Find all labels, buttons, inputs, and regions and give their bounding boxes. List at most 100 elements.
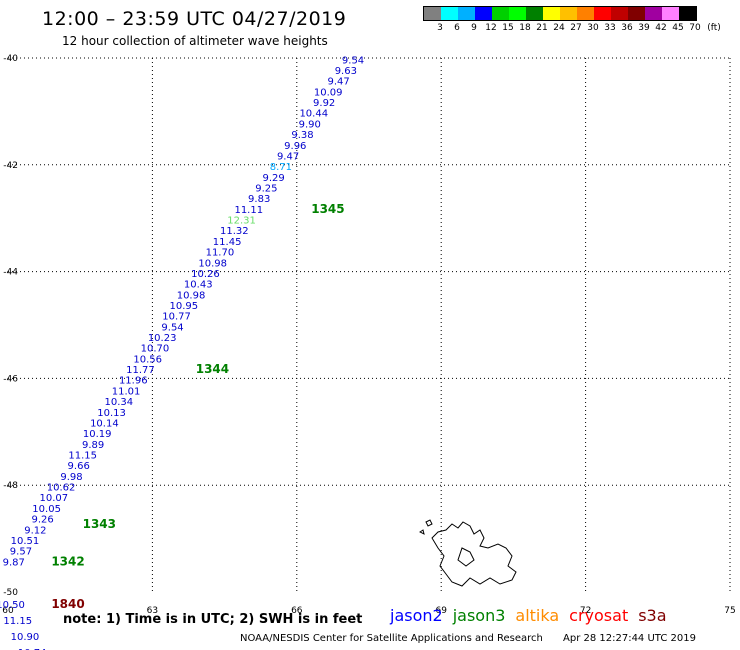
wave-height-value: 11.77	[126, 365, 155, 376]
colorbar-swatch	[662, 7, 679, 20]
latitude-tick-label: -42	[3, 161, 18, 171]
wave-height-value: 9.25	[255, 184, 277, 195]
colorbar-label: 33	[604, 23, 616, 33]
credit-text: NOAA/NESDIS Center for Satellite Applica…	[240, 633, 543, 644]
latitude-tick-label: -46	[3, 374, 18, 384]
colorbar-swatch	[645, 7, 662, 20]
colorbar-swatch	[679, 7, 696, 20]
wave-height-value: 10.56	[133, 354, 162, 365]
wave-height-value: 10.19	[83, 429, 112, 440]
wave-height-value: 9.47	[327, 77, 349, 88]
wave-height-value: 9.29	[263, 173, 285, 184]
pass-time-labels: 1345 1344 1343 1342 1840	[51, 202, 344, 611]
wave-height-value: 11.70	[206, 248, 235, 259]
wave-height-value: 9.47	[277, 151, 299, 162]
map-ticks: 60 63 66 69 72 75 -40 -42 -44 -46 -48 -50	[2, 54, 735, 616]
colorbar-label: 39	[638, 23, 650, 33]
colorbar-swatches	[423, 6, 697, 21]
wave-height-value: 9.83	[248, 194, 270, 205]
colorbar-label: 45	[672, 23, 684, 33]
wave-height-value: 10.74	[18, 648, 47, 650]
wave-height-value: 9.54	[342, 55, 364, 66]
colorbar-swatch	[611, 7, 628, 20]
wave-height-value: 10.13	[97, 408, 126, 419]
satellite-legend-jason3: jason3	[452, 606, 506, 625]
wave-height-value: 9.66	[68, 461, 90, 472]
wave-height-value: 10.62	[47, 483, 76, 494]
colorbar-label: 70	[689, 23, 701, 33]
pass-time-label: 1343	[83, 517, 116, 531]
wave-height-value: 10.70	[141, 344, 170, 355]
colorbar-swatch	[458, 7, 475, 20]
colorbar-label: 6	[454, 23, 460, 33]
kerguelen-islet-outline	[419, 519, 475, 567]
wave-height-value: 10.34	[105, 397, 134, 408]
colorbar-swatch	[560, 7, 577, 20]
wave-height-value: 9.12	[24, 525, 46, 536]
wave-height-value: 12.31	[227, 216, 256, 227]
pass-time-label: 1342	[51, 554, 84, 568]
wave-height-value: 9.57	[10, 547, 32, 558]
wave-height-value: 11.45	[213, 237, 242, 248]
wave-height-value: 10.43	[184, 280, 213, 291]
wave-height-value: 8.71	[270, 162, 292, 173]
colorbar-label: 3	[437, 23, 443, 33]
map-title: 12:00 – 23:59 UTC 04/27/2019	[42, 8, 347, 30]
wave-height-value: 10.77	[162, 312, 191, 323]
wave-height-value: 10.14	[90, 418, 119, 429]
colorbar-swatch	[543, 7, 560, 20]
wave-height-value: 10.07	[40, 493, 69, 504]
wave-height-value: 10.95	[169, 301, 198, 312]
wave-height-value: 9.96	[284, 141, 306, 152]
colorbar-swatch	[526, 7, 543, 20]
wave-height-value: 11.01	[112, 386, 141, 397]
colorbar-swatch	[492, 7, 509, 20]
longitude-tick-label: 75	[724, 606, 735, 616]
wave-height-value: 11.15	[68, 451, 97, 462]
colorbar-label: (ft)	[707, 23, 721, 33]
longitude-tick-label: 63	[147, 606, 158, 616]
colorbar-label: 30	[587, 23, 599, 33]
observation-values: 9.549.639.4710.099.9210.449.909.389.969.…	[0, 55, 364, 650]
wave-height-value: 9.92	[313, 98, 335, 109]
satellite-legend-altika: altika	[515, 606, 560, 625]
colorbar-swatch	[594, 7, 611, 20]
satellite-legend: jason2 jason3 altika cryosat s3a	[390, 606, 677, 625]
latitude-tick-label: -40	[3, 54, 18, 64]
pass-time-label: 1345	[311, 202, 344, 216]
wave-height-value: 10.44	[299, 109, 328, 120]
wave-height-value: 10.09	[314, 87, 343, 98]
colorbar-labels: 3 6 9 12 15 18 21 24 27 30 33 36 39 42 45 70 (ft)	[423, 23, 721, 37]
wave-height-value: 9.89	[82, 440, 104, 451]
pass-time-label: 1344	[196, 362, 229, 376]
longitude-tick-label: 66	[291, 606, 303, 616]
wave-height-value: 10.51	[11, 536, 40, 547]
colorbar-label: 42	[655, 23, 667, 33]
map-subtitle: 12 hour collection of altimeter wave hei…	[62, 34, 328, 48]
colorbar-label: 15	[502, 23, 514, 33]
map-grid	[8, 57, 731, 592]
wave-height-value: 10.98	[177, 290, 206, 301]
wave-height-value: 10.50	[0, 600, 25, 611]
colorbar-label: 24	[553, 23, 565, 33]
wave-height-value: 10.23	[148, 333, 177, 344]
colorbar-label: 9	[471, 23, 477, 33]
wave-height-value: 9.98	[60, 472, 82, 483]
latitude-tick-label: -48	[3, 481, 18, 491]
satellite-legend-cryosat: cryosat	[569, 606, 629, 625]
latitude-tick-label: -50	[3, 588, 18, 598]
latitude-tick-label: -44	[3, 268, 18, 278]
wave-height-value: 10.98	[198, 258, 227, 269]
colorbar-label: 36	[621, 23, 633, 33]
colorbar-swatch	[475, 7, 492, 20]
colorbar-swatch	[577, 7, 594, 20]
longitude-tick-label: 60	[2, 606, 14, 616]
colorbar-swatch	[424, 7, 441, 20]
colorbar-label: 27	[570, 23, 582, 33]
wave-height-value: 9.26	[31, 515, 53, 526]
wave-height-colorbar: 3 6 9 12 15 18 21 24 27 30 33 36 39 42 45 70 (ft)	[423, 6, 721, 37]
wave-height-value: 11.96	[119, 376, 148, 387]
kerguelen-island-outline	[431, 521, 517, 587]
wave-height-value: 10.05	[32, 504, 61, 515]
